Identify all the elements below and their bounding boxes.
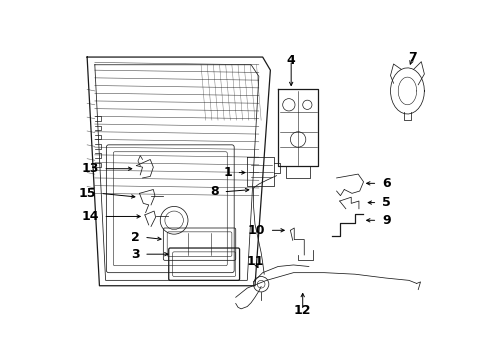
Text: 7: 7 [409,50,417,64]
Text: 15: 15 [78,187,96,200]
Text: 4: 4 [287,54,295,67]
Text: 1: 1 [223,166,232,179]
Text: 14: 14 [81,210,98,223]
Text: 10: 10 [247,224,265,237]
Text: 13: 13 [81,162,98,175]
Text: 6: 6 [382,177,391,190]
Text: 11: 11 [246,255,264,267]
Text: 8: 8 [210,185,219,198]
Text: 12: 12 [294,304,312,317]
Text: 3: 3 [131,248,140,261]
Text: 2: 2 [131,231,140,244]
Text: 9: 9 [382,214,391,227]
Text: 5: 5 [382,196,391,209]
